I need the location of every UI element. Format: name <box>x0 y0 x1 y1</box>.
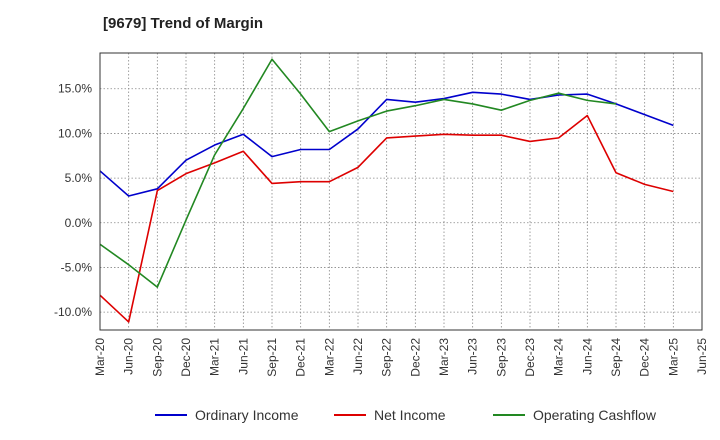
y-tick-label: 0.0% <box>65 216 93 230</box>
series-line-net-income <box>99 114 674 323</box>
x-tick-label: Mar-20 <box>93 338 107 376</box>
x-tick-label: Jun-25 <box>695 338 709 375</box>
y-tick-label: 15.0% <box>58 82 92 96</box>
series-line-operating-cashflow <box>99 58 617 288</box>
x-tick-label: Mar-24 <box>552 338 566 376</box>
y-tick-label: 5.0% <box>65 171 93 185</box>
x-tick-label: Sep-24 <box>609 338 623 377</box>
x-tick-label: Jun-22 <box>351 338 365 375</box>
x-tick-label: Sep-23 <box>494 338 508 377</box>
x-tick-label: Jun-24 <box>580 338 594 375</box>
grid <box>99 53 703 330</box>
y-tick-label: -5.0% <box>61 260 93 274</box>
y-axis-ticks: -10.0% -5.0% 0.0% 5.0% 10.0% 15.0% <box>54 82 92 319</box>
x-tick-label: Dec-24 <box>638 338 652 377</box>
y-tick-label: -10.0% <box>54 305 92 319</box>
y-tick-label: 10.0% <box>58 126 92 140</box>
legend-label: Operating Cashflow <box>533 407 657 423</box>
legend-label: Ordinary Income <box>195 407 299 423</box>
x-tick-label: Mar-22 <box>322 338 336 376</box>
x-tick-label: Sep-20 <box>150 338 164 377</box>
legend-label: Net Income <box>374 407 446 423</box>
x-tick-label: Jun-20 <box>122 338 136 375</box>
x-tick-label: Dec-22 <box>408 338 422 377</box>
x-tick-label: Sep-22 <box>380 338 394 377</box>
x-axis-ticks: Mar-20 Jun-20 Sep-20 Dec-20 Mar-21 Jun-21 Sep-… <box>93 338 709 377</box>
x-tick-label: Jun-23 <box>466 338 480 375</box>
series-lines <box>99 58 674 323</box>
plot-area <box>99 52 703 331</box>
x-tick-label: Mar-23 <box>437 338 451 376</box>
legend: Ordinary Income Net Income Operating Cashf… <box>155 407 657 423</box>
x-tick-label: Mar-25 <box>666 338 680 376</box>
chart-title: [9679] Trend of Margin <box>103 15 264 32</box>
series-line-ordinary-income <box>99 91 674 197</box>
x-tick-label: Dec-20 <box>179 338 193 377</box>
x-tick-label: Mar-21 <box>208 338 222 376</box>
x-tick-label: Jun-21 <box>236 338 250 375</box>
x-tick-label: Dec-23 <box>523 338 537 377</box>
x-tick-label: Dec-21 <box>294 338 308 377</box>
x-tick-label: Sep-21 <box>265 338 279 377</box>
